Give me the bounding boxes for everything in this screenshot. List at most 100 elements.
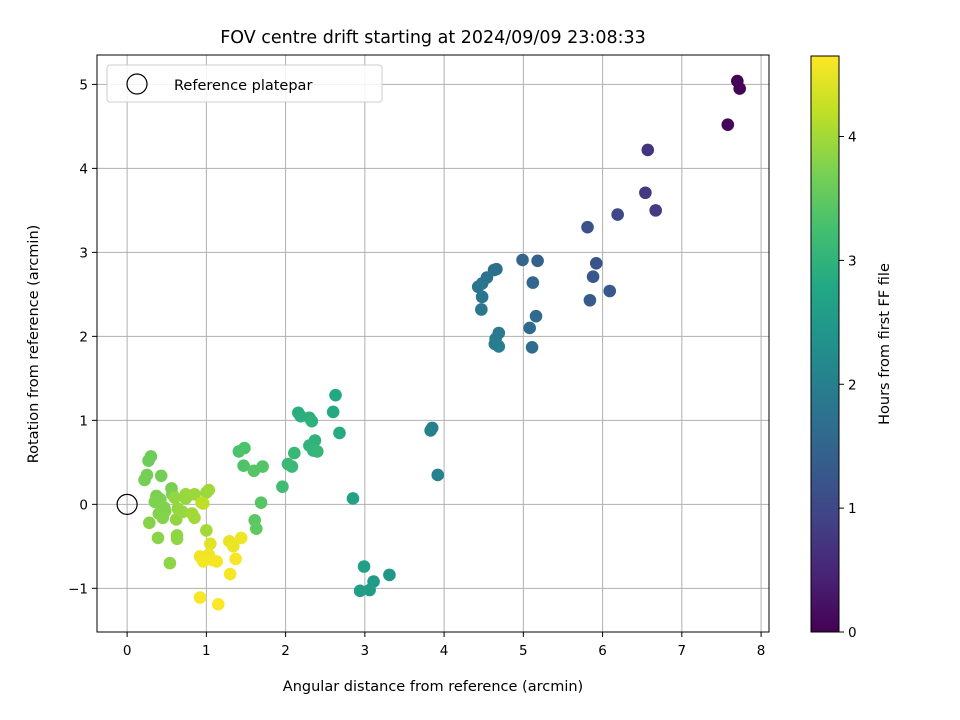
data-point (143, 516, 156, 530)
data-point (589, 256, 603, 270)
data-point (305, 414, 319, 428)
plot-frame (96, 54, 770, 633)
data-point (168, 491, 181, 504)
data-point (492, 340, 506, 353)
legend-entry-label: Reference platepar (174, 78, 312, 94)
y-tick-label: 4 (79, 161, 88, 177)
data-point (202, 483, 216, 497)
data-point (188, 511, 201, 525)
data-point (475, 303, 488, 316)
data-point (326, 405, 340, 419)
data-point (475, 290, 489, 304)
x-tick-label: 4 (440, 643, 449, 659)
data-point (611, 208, 624, 221)
data-point (329, 388, 342, 402)
y-tick-label: 1 (79, 413, 88, 429)
data-point (229, 552, 242, 566)
data-point (353, 584, 367, 598)
y-tick-label: 5 (79, 77, 88, 93)
y-tick-label: −1 (68, 581, 88, 597)
data-point (196, 555, 210, 568)
grid-lines (97, 55, 769, 632)
data-point (200, 524, 213, 537)
data-point (516, 253, 529, 267)
data-point (357, 560, 371, 573)
data-point (529, 309, 543, 323)
data-point (531, 254, 544, 268)
data-point (525, 340, 539, 354)
x-tick-label: 7 (678, 643, 687, 659)
reference-platepar-marker (116, 493, 138, 515)
data-point (138, 473, 151, 487)
data-point (424, 424, 437, 437)
data-point (471, 280, 485, 294)
data-point (254, 496, 268, 509)
data-point (176, 505, 189, 519)
data-point (285, 460, 299, 473)
data-point (151, 531, 165, 545)
x-axis-title: Angular distance from reference (arcmin) (283, 679, 583, 695)
data-point (227, 540, 240, 553)
data-point (163, 556, 177, 570)
y-tick-label: 2 (79, 329, 88, 345)
data-point (142, 454, 155, 467)
data-point (639, 186, 652, 200)
data-point (211, 597, 225, 611)
data-point (170, 532, 184, 546)
x-tick-label: 1 (202, 643, 211, 659)
colorbar-tick-label: 4 (848, 130, 857, 146)
data-point (249, 522, 263, 535)
data-point (288, 446, 301, 460)
colorbar-gradient (810, 55, 840, 633)
x-tick-label: 3 (361, 643, 370, 659)
data-point (649, 204, 662, 217)
data-point (223, 567, 237, 581)
data-points (138, 74, 746, 611)
data-point (234, 531, 248, 545)
data-point (431, 468, 445, 482)
data-point (603, 284, 617, 298)
legend-box (106, 64, 383, 103)
data-point (733, 82, 746, 95)
data-point (523, 321, 536, 335)
data-point (363, 583, 376, 597)
axis-ticks: 0 1 2 3 4 5 6 7 8 −1 0 1 2 3 4 5 (68, 77, 765, 659)
x-tick-label: 8 (757, 643, 766, 659)
x-tick-label: 5 (519, 643, 528, 659)
colorbar-tick-label: 2 (848, 377, 857, 393)
data-point (237, 459, 250, 473)
x-tick-label: 2 (281, 643, 290, 659)
data-point (276, 480, 289, 494)
data-point (333, 426, 346, 440)
x-tick-label: 6 (598, 643, 607, 659)
y-axis-title: Rotation from reference (arcmin) (26, 225, 42, 464)
colorbar-title: Hours from first FF file (877, 263, 893, 425)
data-point (148, 495, 162, 509)
data-point (311, 445, 324, 458)
x-tick-label: 0 (123, 643, 132, 659)
data-point (204, 537, 217, 551)
colorbar-tick-label: 3 (848, 253, 857, 269)
colorbar-tick-label: 1 (848, 501, 857, 517)
data-point (232, 445, 246, 458)
data-point (721, 118, 735, 132)
data-point (346, 492, 360, 505)
y-tick-label: 3 (79, 245, 88, 261)
data-point (210, 555, 223, 568)
chart-title: FOV centre drift starting at 2024/09/09 … (220, 28, 646, 48)
data-point (581, 220, 594, 234)
data-point (586, 270, 600, 284)
colorbar: 0 1 2 3 4 Hours from first FF file (810, 55, 893, 641)
data-point (156, 511, 170, 525)
data-point (188, 487, 201, 501)
data-point (154, 469, 168, 483)
data-point (193, 591, 207, 604)
data-point (641, 143, 655, 157)
colorbar-ticks: 0 1 2 3 4 (839, 130, 857, 641)
data-point (383, 568, 396, 582)
legend-marker (126, 73, 148, 95)
data-point (196, 497, 210, 510)
reference-marker-layer (116, 493, 138, 515)
data-point (526, 276, 540, 289)
